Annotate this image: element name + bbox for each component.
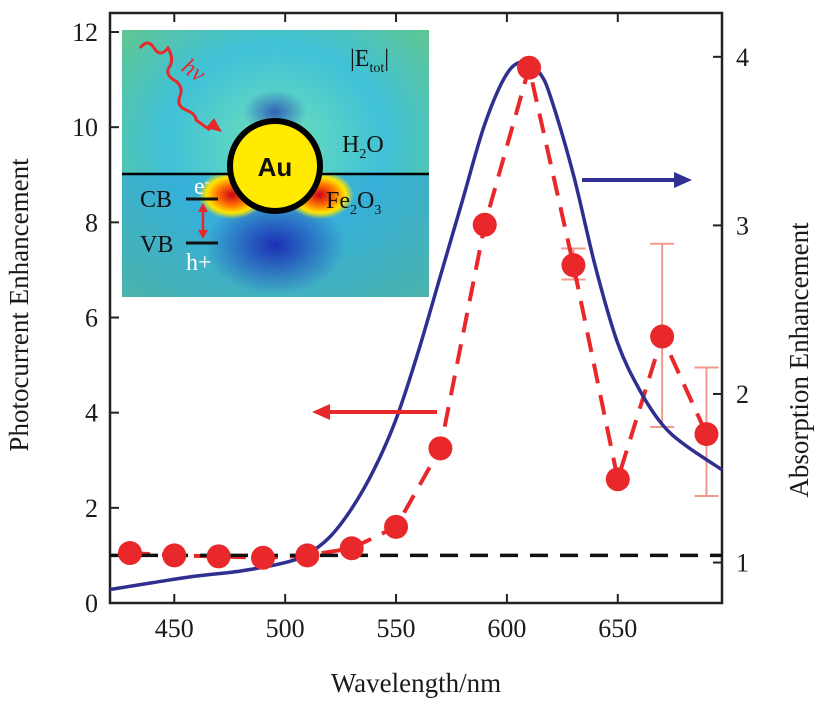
y-left-tick-label: 12 — [72, 18, 98, 47]
photocurrent-point — [428, 436, 453, 461]
absorption-curve — [109, 60, 723, 592]
photon-arrow-icon — [206, 118, 222, 132]
x-tick-label: 500 — [266, 614, 305, 643]
photocurrent-point — [162, 543, 187, 568]
y-left-tick-label: 8 — [85, 208, 98, 237]
photocurrent-point — [384, 514, 409, 539]
photocurrent-point — [251, 545, 275, 570]
x-tick-label: 450 — [155, 614, 194, 643]
x-axis-title: Wavelength/nm — [331, 668, 501, 698]
photocurrent-point — [206, 544, 231, 569]
cb-label: CB — [140, 187, 172, 213]
field-label: |Etot| — [350, 46, 389, 76]
x-tick-label: 650 — [598, 614, 637, 643]
plot-frame — [108, 11, 724, 605]
photocurrent-point — [117, 541, 142, 566]
transfer-arrow-down-icon — [198, 230, 208, 239]
photocurrent-point — [472, 212, 497, 237]
y-right-tick-label: 3 — [736, 211, 749, 240]
transfer-arrow-up-icon — [198, 203, 208, 212]
medium-label: H2O — [342, 132, 384, 162]
substrate-label: Fe2O3 — [326, 188, 381, 218]
photocurrent-point — [605, 467, 630, 492]
y-right-tick-label: 4 — [736, 43, 749, 72]
au-particle — [227, 118, 323, 214]
photocurrent-point — [517, 55, 542, 80]
x-tick-label: 550 — [377, 614, 416, 643]
axis-ticks — [110, 13, 722, 604]
y-left-tick-label: 0 — [85, 589, 98, 618]
photocurrent-point — [694, 422, 719, 447]
markers-layer — [117, 55, 719, 570]
au-label: Au — [258, 152, 293, 182]
electron-label: e- — [194, 174, 210, 200]
right-arrow — [582, 172, 692, 188]
y-left-tick-label: 2 — [85, 494, 98, 523]
y-right-tick-label: 2 — [736, 380, 749, 409]
y-axis-left-title: Photocurrent Enhancement — [4, 158, 34, 452]
photon-wave-icon — [138, 41, 211, 132]
photocurrent-point — [295, 543, 320, 568]
left-arrow — [312, 404, 437, 420]
y-right-tick-label: 1 — [736, 549, 749, 578]
photocurrent-point — [339, 536, 364, 561]
x-tick-label: 600 — [487, 614, 526, 643]
y-axis-right-title: Absorption Enhancement — [784, 222, 814, 498]
photocurrent-point — [650, 324, 675, 349]
inset-field-map: Au hν |Etot| H2O Fe2O3 CB VB e- h+ — [122, 30, 429, 297]
vb-label: VB — [140, 232, 173, 258]
hole-label: h+ — [186, 250, 212, 276]
y-left-tick-label: 4 — [85, 399, 98, 428]
y-left-tick-label: 10 — [72, 113, 98, 142]
y-left-tick-label: 6 — [85, 304, 98, 333]
photocurrent-point — [561, 253, 586, 278]
